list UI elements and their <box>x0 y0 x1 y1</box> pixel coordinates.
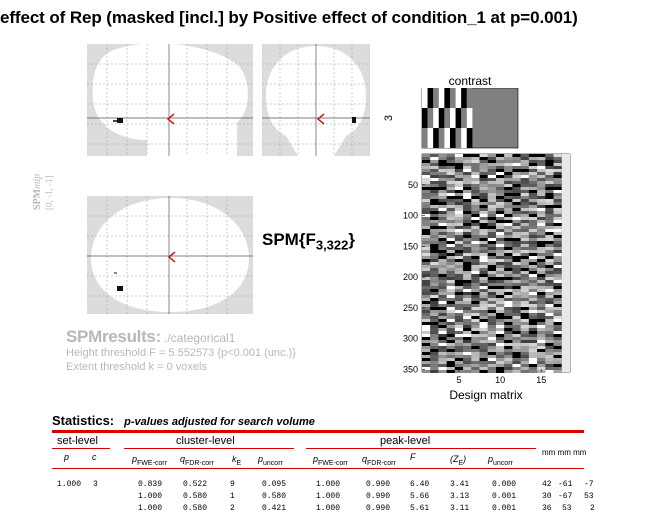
table-row-1-peak-f[interactable]: 5.66 <box>410 492 430 501</box>
table-row-1-mm-z[interactable]: 53 <box>584 492 594 501</box>
table-row-1-peak-z[interactable]: 3.13 <box>450 492 470 501</box>
table-row-2-peak-qfdr[interactable]: 0.990 <box>366 504 391 513</box>
col-peak-f: F <box>410 452 416 462</box>
table-row-0-peak-pfwe[interactable]: 1.000 <box>316 480 341 489</box>
table-row-0-peak-f[interactable]: 6.40 <box>410 480 430 489</box>
mip-coronal[interactable] <box>262 44 370 156</box>
header-peak-level: peak-level <box>380 435 431 447</box>
table-row-1-mm-y[interactable]: -67 <box>558 492 573 501</box>
design-ytick-1: 100 <box>403 211 418 221</box>
table-row-2-cluster-pfwe[interactable]: 1.000 <box>138 504 163 513</box>
design-xtick-0: 5 <box>456 375 461 385</box>
design-ytick-0: 50 <box>408 180 418 190</box>
table-row-1-peak-qfdr[interactable]: 0.990 <box>366 492 391 501</box>
col-peak-pfwe: pFWE-corr <box>313 454 348 467</box>
design-xlabel: Design matrix <box>449 388 522 402</box>
table-row-2-cluster-punc[interactable]: 0.421 <box>262 504 287 513</box>
design-ytick-2: 150 <box>403 241 418 251</box>
table-row-1-peak-pfwe[interactable]: 1.000 <box>316 492 341 501</box>
mip-label-main: SPM <box>32 188 43 210</box>
mip-sagittal[interactable] <box>87 43 253 156</box>
table-row-0-peak-punc[interactable]: 0.000 <box>492 480 517 489</box>
col-set-p: p <box>64 452 70 462</box>
col-cluster-ke: kE <box>232 454 242 467</box>
header-cluster-level: cluster-level <box>176 435 235 447</box>
design-ytick-5: 300 <box>403 334 418 344</box>
results-info: SPMresults: ./categorical1 Height thresh… <box>66 327 296 374</box>
table-top-rule <box>52 430 584 433</box>
table-row-1-mm-x[interactable]: 30 <box>542 492 552 501</box>
height-threshold: Height threshold F = 5.552573 {p<0.001 (… <box>66 347 296 359</box>
cluster-level-rule <box>124 448 294 449</box>
col-cluster-pfwe: pFWE-corr <box>132 454 167 467</box>
table-row-2-mm-x[interactable]: 36 <box>542 504 552 513</box>
spm-stat-label: SPM{F3,322} <box>262 230 355 252</box>
table-row-0-cluster-pfwe[interactable]: 0.839 <box>138 480 163 489</box>
contrast-ytick: 3 <box>383 114 396 122</box>
table-row-0-cluster-punc[interactable]: 0.095 <box>262 480 287 489</box>
table-row-1-cluster-k[interactable]: 1 <box>230 492 235 501</box>
design-xtick-1: 10 <box>495 375 505 385</box>
statistics-subheading: p-values adjusted for search volume <box>124 416 315 428</box>
table-row-2-peak-punc[interactable]: 0.001 <box>492 504 517 513</box>
table-row-0-cluster-qfdr[interactable]: 0.522 <box>183 480 208 489</box>
table-row-1-cluster-punc[interactable]: 0.580 <box>262 492 287 501</box>
svg-text:SPMmip: SPMmip <box>32 174 43 210</box>
spm-stat-suffix: } <box>348 230 356 249</box>
set-level-rule <box>52 448 110 449</box>
col-peak-ze: (ZE) <box>450 454 467 467</box>
col-cluster-qfdr: qFDR-corr <box>180 454 214 467</box>
table-row-0-set-c[interactable]: 3 <box>93 480 98 489</box>
design-ytick-4: 250 <box>403 303 418 313</box>
table-row-0-peak-qfdr[interactable]: 0.990 <box>366 480 391 489</box>
mip-label-sub: mip <box>32 174 43 189</box>
design-matrix[interactable]: 50 100 150 200 250 300 350 5 10 15 Design matrix <box>380 152 580 413</box>
table-row-2-mm-y[interactable]: 53 <box>562 504 572 513</box>
table-row-1-cluster-pfwe[interactable]: 1.000 <box>138 492 163 501</box>
table-row-0-cluster-k[interactable]: 9 <box>230 480 235 489</box>
extent-threshold: Extent threshold k = 0 voxels <box>66 361 207 373</box>
statistics-heading: Statistics: p-values adjusted for search … <box>52 413 315 428</box>
header-mm: mm mm mm <box>542 448 587 457</box>
table-row-0-mm-y[interactable]: -61 <box>558 480 573 489</box>
design-ytick-3: 200 <box>403 272 418 282</box>
table-row-2-peak-pfwe[interactable]: 1.000 <box>316 504 341 513</box>
figure-title: effect of Rep (masked [incl.] by Positiv… <box>0 8 578 27</box>
mip-axial[interactable] <box>87 196 253 314</box>
table-row-2-peak-z[interactable]: 3.11 <box>450 504 470 513</box>
table-row-2-cluster-k[interactable]: 2 <box>230 504 235 513</box>
header-set-level: set-level <box>57 435 98 447</box>
contrast-title: contrast <box>448 74 492 88</box>
design-xtick-2: 15 <box>536 375 546 385</box>
col-peak-punc: puncorr <box>488 454 513 467</box>
table-row-1-cluster-qfdr[interactable]: 0.580 <box>183 492 208 501</box>
table-row-0-mm-z[interactable]: -7 <box>584 480 594 489</box>
table-row-0-mm-x[interactable]: 42 <box>542 480 552 489</box>
col-set-c: c <box>92 452 97 462</box>
spm-stat-df: 3,322 <box>315 237 349 253</box>
contrast-plot[interactable] <box>420 87 570 157</box>
statistics-label: Statistics: <box>52 413 115 428</box>
spm-stat-prefix: SPM{F <box>262 230 316 249</box>
col-peak-qfdr: qFDR-corr <box>362 454 396 467</box>
table-row-2-peak-f[interactable]: 5.61 <box>410 504 430 513</box>
results-path: ./categorical1 <box>164 331 236 345</box>
header-bottom-rule <box>52 468 584 469</box>
col-cluster-punc: puncorr <box>258 454 283 467</box>
mip-label: SPMmip [0, -1, -1] <box>28 150 56 220</box>
table-row-2-cluster-qfdr[interactable]: 0.580 <box>183 504 208 513</box>
table-row-0-set-p[interactable]: 1.000 <box>57 480 82 489</box>
results-heading: SPMresults: <box>66 327 161 346</box>
table-row-0-peak-z[interactable]: 3.41 <box>450 480 470 489</box>
table-row-1-peak-punc[interactable]: 0.001 <box>492 492 517 501</box>
mip-label-coords: [0, -1, -1] <box>44 176 54 211</box>
peak-level-rule <box>306 448 536 449</box>
design-ytick-6: 350 <box>403 365 418 375</box>
table-row-2-mm-z[interactable]: 2 <box>590 504 595 513</box>
